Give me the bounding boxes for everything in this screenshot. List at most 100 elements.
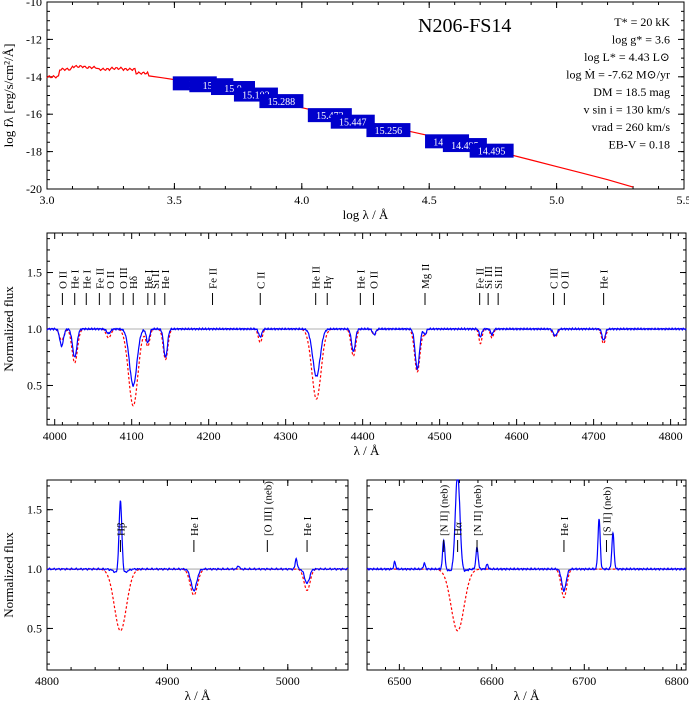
line-id-label: He I: [599, 269, 611, 289]
line-id-label: Hα: [453, 522, 465, 536]
y-axis-label: Normalized flux: [1, 532, 16, 618]
y-tick-label: -14: [26, 70, 42, 84]
photometry-label: 14.495: [451, 141, 479, 152]
x-tick-label: 6800: [665, 674, 689, 688]
x-tick-label: 4.5: [422, 193, 437, 207]
sed-panel: 3.0 3.5 4.0 4.5 5.0 5.5 -20 -18 -16 -14 -12 -10 log …: [1, 0, 689, 222]
line-id-label: Si III: [483, 266, 495, 289]
hbeta-panel: 4800 4900 5000 0.5 1.0 1.5 λ / Å Normalized flu…: [1, 479, 349, 703]
parameter-text: log Ṁ = -7.62 M⊙/yr: [566, 68, 670, 82]
x-axis-label: λ / Å: [185, 688, 211, 703]
x-tick-label: 4200: [197, 429, 221, 443]
line-id-label: C III: [549, 268, 561, 289]
x-tick-label: 6500: [387, 674, 411, 688]
x-axis-label: log λ / Å: [343, 207, 389, 222]
chart-title: N206-FS14: [418, 15, 511, 37]
line-id-label: He II: [311, 266, 323, 289]
y-tick-label: 0.5: [27, 621, 42, 635]
observed-spectrum: [366, 479, 687, 593]
photometry-box: [469, 143, 514, 158]
plot-frame: [46, 479, 349, 671]
photometry-box: [366, 123, 411, 138]
line-id-label: He I: [559, 516, 571, 536]
x-tick-label: 4400: [351, 429, 375, 443]
line-id-label: Si III: [493, 266, 505, 289]
x-tick-label: 5.0: [549, 193, 564, 207]
x-tick-label: 4100: [120, 429, 144, 443]
line-id-label: [N II] (neb): [439, 484, 451, 536]
x-tick-label: 4600: [505, 429, 529, 443]
blue-spectrum-panel: 4000 4100 4200 4300 4400 4500 4600 4700 4800 0.5 1…: [1, 232, 687, 458]
y-tick-label: 1.5: [27, 266, 42, 280]
line-id-label: He I: [302, 516, 314, 536]
model-spectrum: [47, 328, 686, 407]
y-tick-label: -18: [26, 145, 42, 159]
photometry-label: 15.102: [242, 91, 270, 102]
line-id-label: Hδ: [128, 276, 140, 289]
parameter-text: v sin i = 130 km/s: [584, 103, 671, 117]
parameter-text: log L* = 4.43 L⊙: [584, 50, 670, 64]
photometry-label: 14.495: [478, 147, 506, 158]
x-tick-label: 5000: [276, 674, 300, 688]
line-id-label: O II: [57, 271, 69, 289]
x-tick-label: 5.5: [677, 193, 689, 207]
x-tick-label: 4.0: [294, 193, 309, 207]
y-axis-label: log fλ [erg/s/cm²/Å]: [1, 44, 16, 148]
y-axis-label: Normalized flux: [1, 286, 16, 372]
parameter-text: DM = 18.5 mag: [593, 85, 670, 99]
parameter-text: log g* = 3.6: [612, 33, 670, 47]
line-id-label: C II: [255, 271, 267, 289]
x-tick-label: 3.5: [167, 193, 182, 207]
line-id-label: Mg II: [420, 263, 432, 289]
line-id-label: He I: [70, 269, 82, 289]
x-tick-label: 4800: [659, 429, 683, 443]
line-id-label: Fe II: [475, 268, 487, 289]
x-tick-label: 4800: [35, 674, 59, 688]
parameter-text: vrad = 260 km/s: [592, 120, 671, 134]
y-tick-label: -10: [26, 0, 42, 9]
line-id-label: He I: [81, 269, 93, 289]
line-id-label: He I: [160, 269, 172, 289]
y-tick-label: 1.0: [27, 562, 42, 576]
line-id-label: Hγ: [322, 276, 334, 289]
x-axis-label: λ / Å: [354, 443, 380, 458]
line-id-label: [O III] (neb): [262, 481, 274, 536]
line-id-label: O II: [559, 271, 571, 289]
photometry-box: [259, 94, 304, 109]
photometry-label: 15.447: [339, 118, 367, 129]
y-tick-label: 1.0: [27, 322, 42, 336]
line-id-label: He I: [189, 516, 201, 536]
photometry-label: 15.256: [375, 126, 403, 137]
line-id-label: [N II] (neb): [472, 484, 484, 536]
y-tick-label: 0.5: [27, 378, 42, 392]
y-tick-label: -20: [26, 182, 42, 196]
plot-frame: [46, 1, 685, 190]
x-axis-label: λ / Å: [514, 688, 540, 703]
photometry-label: 15.288: [268, 97, 296, 108]
line-id-label: [S II] (neb): [601, 486, 613, 536]
observed-spectrum: [46, 500, 349, 592]
model-spectrum: [367, 568, 686, 632]
line-id-label: O II: [105, 271, 117, 289]
line-id-label: O II: [368, 271, 380, 289]
observed-spectrum: [46, 327, 687, 387]
parameter-text: EB-V = 0.18: [608, 138, 670, 152]
line-id-label: Si II: [150, 269, 162, 289]
line-id-label: Fe II: [208, 268, 220, 289]
line-id-label: Fe II: [94, 268, 106, 289]
y-tick-label: 1.5: [27, 503, 42, 517]
y-tick-label: -12: [26, 32, 42, 46]
x-tick-label: 3.0: [40, 193, 55, 207]
line-id-label: He I: [143, 269, 155, 289]
x-tick-label: 6700: [572, 674, 596, 688]
photometry-box: [330, 114, 375, 129]
line-id-label: O III: [118, 267, 130, 289]
photometry-label: 15.0: [224, 84, 242, 95]
x-tick-label: 4900: [155, 674, 179, 688]
x-tick-label: 4300: [274, 429, 298, 443]
line-id-label: He I: [355, 269, 367, 289]
photometry-label: 15.473: [316, 111, 344, 122]
x-tick-label: 6600: [480, 674, 504, 688]
x-tick-label: 4500: [428, 429, 452, 443]
